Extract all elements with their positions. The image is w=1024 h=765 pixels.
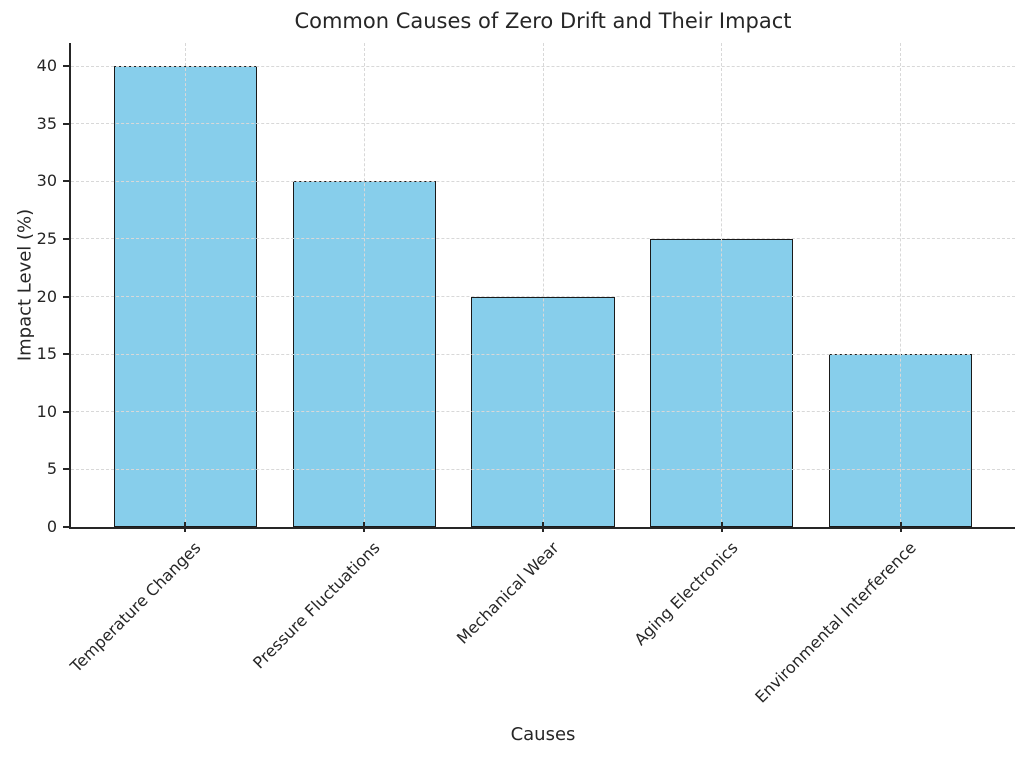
- y-tick-mark-15: [63, 353, 69, 356]
- chart-title: Common Causes of Zero Drift and Their Im…: [294, 9, 792, 33]
- y-tick-mark-25: [63, 237, 69, 240]
- x-gridline-0: [184, 43, 186, 527]
- x-tick-label-0: Temperature Changes: [66, 538, 205, 676]
- y-tick-label-25: 25: [36, 228, 57, 248]
- x-gridline-3: [721, 43, 723, 527]
- x-tick-mark-4: [899, 522, 902, 532]
- y-gridline-5: [71, 468, 1015, 470]
- y-tick-mark-10: [63, 410, 69, 413]
- x-tick-mark-3: [720, 522, 723, 532]
- y-tick-label-30: 30: [36, 171, 57, 191]
- x-gridline-1: [363, 43, 365, 527]
- y-tick-mark-20: [63, 295, 69, 298]
- x-tick-mark-2: [542, 522, 544, 532]
- y-gridline-10: [71, 411, 1015, 413]
- y-tick-label-10: 10: [36, 401, 57, 421]
- y-gridline-15: [71, 353, 1015, 355]
- x-tick-label-2: Mechanical Wear: [452, 538, 563, 648]
- y-tick-label-20: 20: [36, 286, 57, 306]
- x-tick-mark-1: [363, 522, 366, 532]
- plot-area: Temperature Changes Pressure Fluctuations…: [37, 43, 1015, 707]
- x-axis-label: Causes: [510, 724, 576, 745]
- y-tick-mark-30: [63, 180, 69, 183]
- y-tick-mark-5: [63, 468, 69, 471]
- y-tick-label-40: 40: [36, 56, 57, 76]
- y-gridline-25: [71, 238, 1015, 240]
- x-tick-mark-0: [184, 522, 187, 532]
- x-gridline-4: [900, 43, 902, 527]
- y-gridline-30: [71, 180, 1015, 182]
- y-gridline-40: [71, 65, 1015, 67]
- x-gridline-2: [542, 43, 544, 527]
- x-tick-label-4: Environmental Interference: [751, 538, 921, 707]
- x-tick-label-1: Pressure Fluctuations: [249, 538, 384, 673]
- y-axis-spine: [69, 43, 71, 529]
- y-tick-label-5: 5: [46, 459, 57, 479]
- y-tick-label-0: 0: [46, 517, 57, 536]
- y-tick-mark-0: [63, 526, 69, 528]
- y-tick-mark-35: [63, 122, 69, 125]
- y-tick-mark-40: [63, 65, 69, 68]
- y-gridline-35: [71, 123, 1015, 125]
- y-tick-label-35: 35: [36, 113, 57, 133]
- y-tick-label-15: 15: [36, 344, 57, 364]
- y-gridline-20: [71, 296, 1015, 298]
- x-tick-label-3: Aging Electronics: [630, 538, 742, 650]
